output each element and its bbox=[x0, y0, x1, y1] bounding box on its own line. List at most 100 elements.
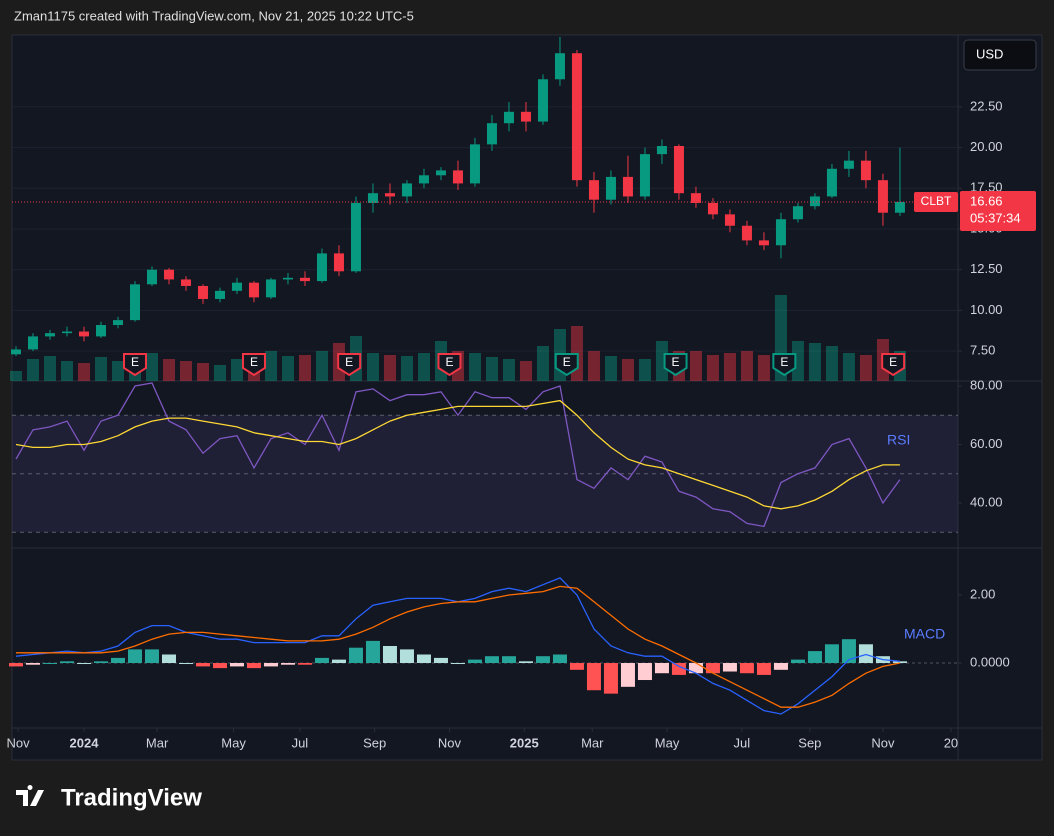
histogram-bar bbox=[722, 663, 737, 672]
x-tick-label: 2025 bbox=[510, 735, 539, 750]
candle-body bbox=[826, 168, 837, 197]
pane-label: MACD bbox=[904, 626, 945, 642]
histogram-bar bbox=[195, 663, 210, 667]
histogram-bar bbox=[212, 663, 227, 669]
volume-bar bbox=[213, 365, 226, 381]
histogram-bar bbox=[620, 663, 635, 687]
candle-body bbox=[520, 111, 531, 122]
header-title: Zman1175 created with TradingView.com, N… bbox=[14, 8, 414, 23]
histogram-bar bbox=[382, 645, 397, 664]
histogram-bar bbox=[705, 663, 720, 674]
volume-bar bbox=[298, 355, 311, 381]
y-tick-label: 40.00 bbox=[970, 494, 1003, 509]
candle-body bbox=[622, 176, 633, 197]
volume-bar bbox=[757, 355, 770, 381]
volume-bar bbox=[519, 361, 532, 381]
earnings-marker bbox=[241, 353, 266, 377]
candle-body bbox=[333, 253, 344, 272]
volume-bar bbox=[621, 359, 634, 381]
histogram-bar bbox=[688, 663, 703, 674]
histogram-bar bbox=[654, 663, 669, 674]
candle-body bbox=[435, 170, 446, 176]
histogram-bar bbox=[178, 663, 193, 665]
volume-bar bbox=[179, 361, 192, 381]
histogram-bar bbox=[331, 659, 346, 664]
earnings-label: E bbox=[672, 355, 680, 369]
histogram-bar bbox=[790, 659, 805, 664]
x-tick-label: May bbox=[655, 735, 680, 750]
histogram-bar bbox=[858, 644, 873, 664]
y-tick-label: 2.00 bbox=[970, 586, 995, 601]
earnings-label: E bbox=[889, 355, 897, 369]
volume-bar bbox=[417, 353, 430, 381]
candle-body bbox=[775, 219, 786, 246]
histogram-bar bbox=[586, 663, 601, 691]
currency-button[interactable] bbox=[963, 39, 1037, 71]
candle-body bbox=[384, 193, 395, 197]
volume-bar bbox=[264, 351, 277, 381]
histogram-bar bbox=[433, 657, 448, 664]
candle-body bbox=[129, 284, 140, 321]
histogram-bar bbox=[450, 663, 465, 665]
candle-body bbox=[707, 202, 718, 215]
candle-body bbox=[792, 206, 803, 220]
histogram-bar bbox=[484, 656, 499, 664]
histogram-bar bbox=[535, 656, 550, 664]
x-tick-label: 20 bbox=[944, 735, 958, 750]
x-tick-label: Mar bbox=[146, 735, 169, 750]
y-tick-label: 12.50 bbox=[970, 261, 1003, 276]
volume-bar bbox=[638, 359, 651, 381]
y-tick-label: 0.0000 bbox=[970, 654, 1010, 669]
histogram-bar bbox=[773, 663, 788, 670]
histogram-bar bbox=[756, 663, 771, 675]
pane-label: RSI bbox=[887, 432, 910, 448]
histogram-bar bbox=[263, 663, 278, 667]
x-tick-label: May bbox=[221, 735, 246, 750]
candle-body bbox=[197, 285, 208, 299]
candle-body bbox=[554, 53, 565, 80]
y-tick-label: 20.00 bbox=[970, 139, 1003, 154]
x-tick-label: 2024 bbox=[70, 735, 100, 750]
volume-bar bbox=[825, 346, 838, 381]
candle-body bbox=[248, 282, 259, 298]
candle-body bbox=[95, 325, 106, 337]
earnings-marker bbox=[122, 353, 147, 377]
candle-body bbox=[588, 180, 599, 200]
earnings-marker bbox=[437, 353, 462, 377]
candle-body bbox=[214, 290, 225, 299]
candle-body bbox=[299, 277, 310, 282]
candle-body bbox=[265, 279, 276, 298]
candle-body bbox=[44, 333, 55, 337]
candle-body bbox=[877, 180, 888, 213]
y-tick-label: 10.00 bbox=[970, 302, 1003, 317]
histogram-bar bbox=[144, 649, 159, 664]
histogram-bar bbox=[280, 663, 295, 665]
volume-bar bbox=[842, 353, 855, 381]
earnings-label: E bbox=[445, 355, 453, 369]
symbol-label: CLBT bbox=[921, 194, 952, 208]
volume-bar bbox=[94, 357, 107, 381]
earnings-marker bbox=[881, 353, 906, 377]
candle-body bbox=[27, 336, 38, 350]
candle-body bbox=[673, 145, 684, 194]
histogram-bar bbox=[314, 657, 329, 664]
volume-bar bbox=[400, 356, 413, 381]
candle-body bbox=[656, 145, 667, 155]
histogram-bar bbox=[416, 654, 431, 664]
volume-bar bbox=[587, 351, 600, 381]
histogram-bar bbox=[671, 663, 686, 675]
candle-body bbox=[894, 201, 905, 213]
earnings-marker bbox=[337, 353, 362, 377]
histogram-bar bbox=[59, 661, 74, 664]
y-tick-label: 22.50 bbox=[970, 98, 1003, 113]
volume-bar bbox=[145, 353, 158, 381]
candle-body bbox=[401, 183, 412, 197]
histogram-bar bbox=[297, 663, 312, 665]
candle-body bbox=[10, 349, 21, 355]
volume-bar bbox=[723, 353, 736, 381]
volume-bar bbox=[60, 361, 73, 381]
x-tick-label: Sep bbox=[798, 735, 821, 750]
brand-name: TradingView bbox=[61, 784, 202, 811]
